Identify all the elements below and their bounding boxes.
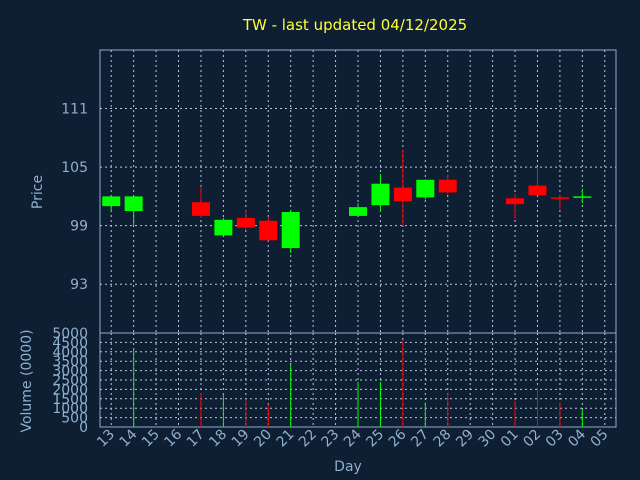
candle-body	[506, 198, 524, 204]
x-tick-label: 25	[363, 427, 387, 451]
candle-body	[439, 180, 457, 193]
x-tick-label: 23	[318, 427, 342, 451]
price-tick-label: 93	[70, 277, 88, 293]
x-tick-label: 18	[206, 427, 230, 451]
x-tick-label: 03	[543, 427, 567, 451]
candle-body	[192, 202, 210, 216]
price-panel: 111 105 99 93	[61, 50, 616, 333]
x-axis-label: Day	[334, 459, 362, 475]
candle-body	[259, 221, 277, 241]
x-tick-label: 14	[117, 426, 141, 450]
price-tick-label: 99	[70, 219, 88, 235]
x-tick-label: 30	[476, 427, 500, 451]
candle-body	[551, 197, 569, 199]
x-tick-label: 01	[498, 427, 522, 451]
candle-body	[573, 196, 591, 198]
price-tick-label: 111	[61, 102, 88, 118]
volume-axis-label: Volume (0000)	[19, 329, 35, 432]
x-tick-label: 02	[520, 427, 544, 451]
x-tick-label: 22	[296, 427, 320, 451]
x-tick-label: 28	[431, 427, 455, 451]
x-tick-label: 13	[94, 427, 118, 451]
x-tick-label: 17	[184, 427, 208, 451]
candle-body	[371, 184, 389, 205]
price-axis-label: Price	[30, 175, 46, 209]
candle-body	[102, 196, 120, 206]
candle-body	[237, 218, 255, 228]
volume-tick-label: 0	[79, 420, 88, 436]
x-tick-label: 04	[565, 426, 589, 450]
volume-panel: 1314151617181920212223242526272829300102…	[52, 326, 616, 450]
x-tick-label: 16	[161, 426, 185, 450]
x-tick-label: 05	[588, 427, 612, 451]
candle-body	[214, 220, 232, 236]
candle-body	[528, 186, 546, 196]
candle-body	[282, 212, 300, 248]
x-tick-label: 26	[386, 426, 410, 450]
x-tick-label: 27	[408, 427, 432, 451]
candle-body	[416, 180, 434, 198]
x-tick-label: 15	[139, 427, 163, 451]
candle-body	[394, 188, 412, 202]
x-tick-label: 29	[453, 427, 477, 451]
candle-body	[349, 207, 367, 216]
x-tick-label: 24	[341, 426, 365, 450]
candle-body	[125, 196, 143, 211]
x-tick-label: 21	[274, 427, 298, 451]
chart-title: TW - last updated 04/12/2025	[242, 16, 467, 34]
x-tick-label: 19	[229, 427, 253, 451]
price-tick-label: 105	[61, 160, 88, 176]
x-tick-label: 20	[251, 427, 275, 451]
